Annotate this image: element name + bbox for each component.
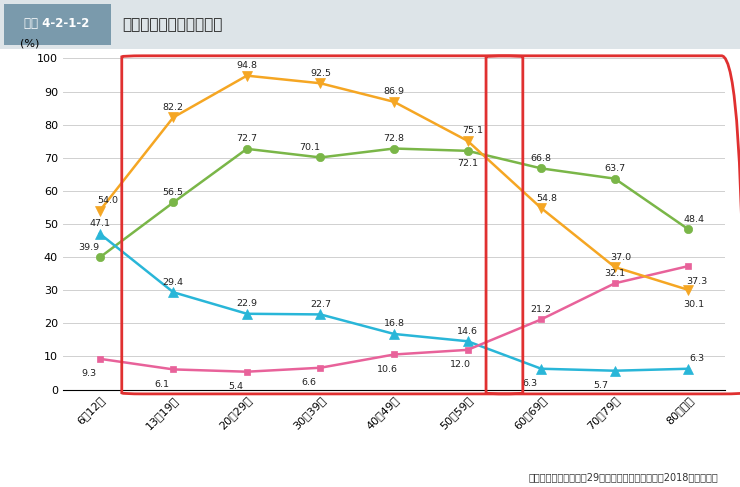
Text: 14.6: 14.6 [457,327,478,336]
Text: 9.3: 9.3 [81,369,96,378]
パソコン [95,255,104,261]
パソコン [169,200,178,206]
Text: 66.8: 66.8 [531,154,552,163]
パソコン [243,146,252,152]
携帯電話（PHSを含む） [316,365,325,371]
ゲーム機・TV等 [316,312,325,318]
Text: 22.9: 22.9 [236,299,258,308]
Text: 22.7: 22.7 [310,300,331,309]
Text: 47.1: 47.1 [90,219,110,228]
Text: （出典）総務省「平成29年通信利用動向調査」（2018）より作成: （出典）総務省「平成29年通信利用動向調査」（2018）より作成 [528,472,718,482]
Text: 6.6: 6.6 [302,378,317,387]
パソコン [389,146,398,151]
Bar [4,4,111,45]
Text: 32.1: 32.1 [605,269,625,278]
スマートフォン [169,114,178,120]
ゲーム機・TV等 [463,338,472,344]
スマートフォン [243,73,252,78]
スマートフォン [95,208,104,214]
ゲーム機・TV等 [243,311,252,317]
Text: 54.8: 54.8 [536,193,557,203]
スマートフォン [684,287,693,293]
Text: 56.5: 56.5 [163,188,184,197]
Text: 72.1: 72.1 [457,158,478,168]
Text: 82.2: 82.2 [163,103,184,112]
スマートフォン [610,264,619,270]
Text: 図表 4-2-1-2: 図表 4-2-1-2 [24,17,90,30]
スマートフォン [463,138,472,144]
Text: 63.7: 63.7 [605,164,625,173]
Text: 30.1: 30.1 [684,300,704,309]
携帯電話（PHSを含む） [536,317,545,322]
Line: 携帯電話（PHSを含む）: 携帯電話（PHSを含む） [96,262,692,375]
携帯電話（PHSを含む） [684,263,693,269]
Text: インターネット接続端末: インターネット接続端末 [122,17,223,32]
携帯電話（PHSを含む） [243,369,252,375]
Text: 54.0: 54.0 [98,196,118,205]
Line: スマートフォン: スマートフォン [95,71,693,295]
Text: 37.0: 37.0 [610,253,631,262]
Text: 29.4: 29.4 [163,278,184,287]
Text: (%): (%) [20,38,39,49]
Text: 5.7: 5.7 [593,381,608,390]
Line: ゲーム機・TV等: ゲーム機・TV等 [95,229,693,375]
ゲーム機・TV等 [610,368,619,374]
スマートフォン [316,80,325,86]
Text: 10.6: 10.6 [377,365,397,374]
Text: 48.4: 48.4 [684,215,704,224]
パソコン [316,154,325,160]
Text: 6.3: 6.3 [689,354,704,363]
Text: 92.5: 92.5 [310,69,331,78]
ゲーム機・TV等 [169,289,178,295]
パソコン [684,226,693,232]
Text: 21.2: 21.2 [531,305,552,314]
パソコン [536,166,545,171]
ゲーム機・TV等 [389,331,398,337]
携帯電話（PHSを含む） [95,356,104,362]
Line: パソコン: パソコン [95,144,693,262]
スマートフォン [536,205,545,211]
パソコン [463,148,472,154]
Text: 94.8: 94.8 [236,61,258,70]
ゲーム機・TV等 [684,366,693,372]
パソコン [610,176,619,182]
ゲーム機・TV等 [536,366,545,372]
Text: 72.8: 72.8 [383,134,405,143]
Text: 16.8: 16.8 [383,319,405,328]
スマートフォン [389,99,398,105]
Text: 72.7: 72.7 [236,134,258,143]
Text: 12.0: 12.0 [450,360,471,369]
Text: 5.4: 5.4 [228,382,243,391]
Text: 70.1: 70.1 [299,143,320,152]
携帯電話（PHSを含む） [610,281,619,286]
携帯電話（PHSを含む） [389,352,398,357]
Text: 86.9: 86.9 [383,87,405,96]
携帯電話（PHSを含む） [169,367,178,373]
Text: 6.1: 6.1 [155,380,169,389]
ゲーム機・TV等 [95,231,104,237]
Text: 39.9: 39.9 [78,243,99,252]
携帯電話（PHSを含む） [463,347,472,353]
Text: 6.3: 6.3 [522,379,538,388]
Text: 75.1: 75.1 [462,126,484,135]
Text: 37.3: 37.3 [686,277,707,285]
